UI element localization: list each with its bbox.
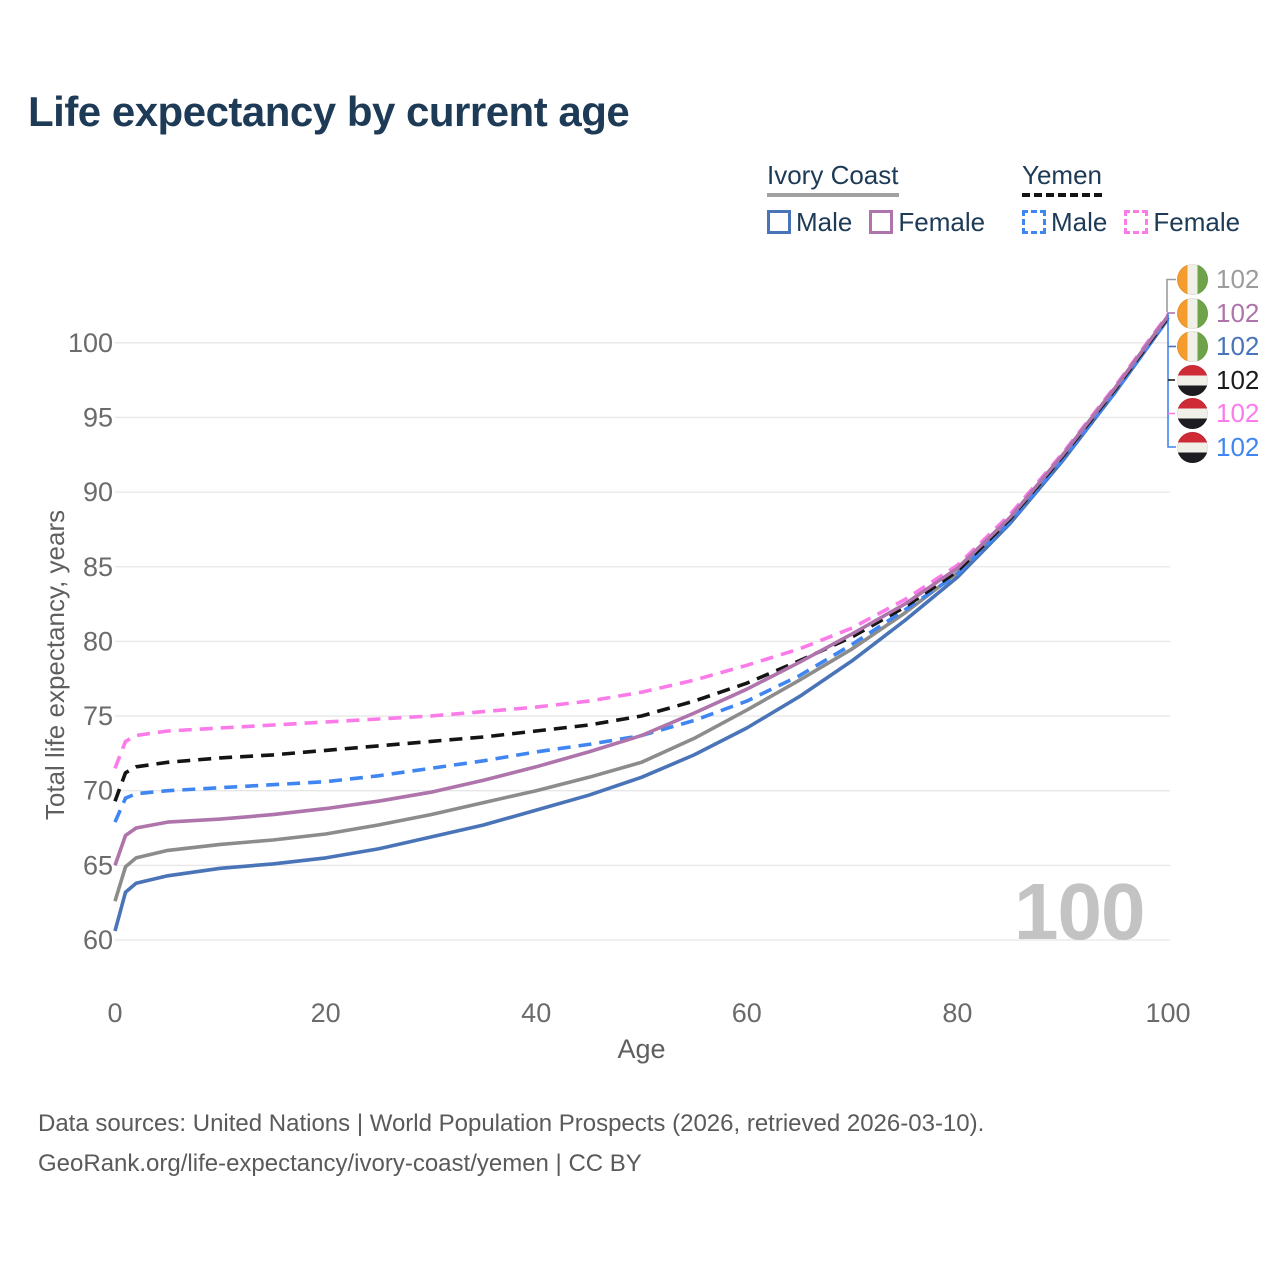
ivory-coast-flag-icon — [1177, 331, 1208, 363]
ivory-coast-flag-icon — [1177, 297, 1208, 329]
x-tick-label-60: 60 — [732, 998, 762, 1028]
connector-yemen-male — [1167, 313, 1176, 448]
legend-group-yemen: Yemen Male Female — [1022, 160, 1240, 236]
end-label-row-yemen-male: 102 — [1177, 431, 1259, 465]
y-axis-title: Total life expectancy, years — [40, 510, 70, 820]
end-value: 102 — [1216, 264, 1260, 295]
line-yemen-total — [113, 316, 1170, 802]
ivory-coast-flag-icon — [1177, 264, 1208, 296]
legend-group-title-yemen: Yemen — [1022, 160, 1102, 197]
y-tick-label-85: 85 — [83, 552, 113, 582]
y-tick-label-60: 60 — [83, 925, 113, 955]
legend-label: Female — [1153, 207, 1241, 237]
y-tick-label-70: 70 — [83, 776, 113, 806]
attribution-text: GeoRank.org/life-expectancy/ivory-coast/… — [38, 1150, 642, 1177]
y-tick-label-80: 80 — [83, 626, 113, 656]
yemen-flag-icon — [1177, 431, 1208, 463]
legend-item-ivory-coast-female[interactable]: Female — [869, 208, 985, 236]
legend-group-ivory-coast: Ivory Coast Male Female — [767, 160, 985, 236]
life-expectancy-line-chart: 60 65 70 75 80 85 90 95 100 0 20 40 60 80 100 Age Total … — [40, 278, 1191, 1064]
age-frame-watermark: 100 — [1014, 867, 1145, 956]
legend-group-title-ivory-coast: Ivory Coast — [767, 160, 899, 197]
line-ivory-coast-female — [113, 314, 1170, 866]
legend-items-yemen: Male Female — [1022, 208, 1240, 236]
legend-swatch-yemen-female — [1124, 210, 1149, 234]
y-tick-label-75: 75 — [83, 701, 113, 731]
connector-ivory-coast-total — [1166, 278, 1176, 312]
end-label-row-yemen-total: 102 — [1177, 364, 1259, 398]
x-axis-title: Age — [617, 1034, 665, 1064]
legend-item-yemen-female[interactable]: Female — [1124, 208, 1240, 236]
legend-items-ivory-coast: Male Female — [767, 208, 985, 236]
legend-label: Male — [1051, 207, 1108, 237]
y-tick-label-95: 95 — [83, 402, 113, 432]
legend-swatch-ivory-coast-male — [767, 210, 791, 234]
legend-item-yemen-male[interactable]: Male — [1022, 208, 1107, 236]
end-label-row-ivory-coast-male: 102 — [1177, 330, 1259, 364]
end-value: 102 — [1216, 331, 1260, 362]
line-yemen-female — [113, 313, 1170, 769]
end-label-row-yemen-female: 102 — [1177, 397, 1259, 431]
y-tick-label-100: 100 — [68, 328, 113, 358]
x-tick-label-80: 80 — [942, 998, 972, 1028]
legend-swatch-yemen-male — [1022, 210, 1046, 234]
legend-label: Male — [796, 207, 853, 237]
line-yemen-male — [113, 317, 1170, 823]
end-value: 102 — [1216, 364, 1260, 395]
x-tick-label-0: 0 — [107, 998, 122, 1028]
legend-label: Female — [898, 207, 986, 237]
data-sources-text: Data sources: United Nations | World Pop… — [38, 1110, 985, 1137]
x-tick-label-40: 40 — [521, 998, 551, 1028]
yemen-flag-icon — [1177, 398, 1208, 430]
end-value: 102 — [1216, 297, 1260, 328]
page-title: Life expectancy by current age — [28, 88, 630, 135]
end-label-row-ivory-coast-female: 102 — [1177, 297, 1259, 331]
yemen-flag-icon — [1177, 364, 1208, 396]
legend-item-ivory-coast-male[interactable]: Male — [767, 208, 852, 236]
end-value: 102 — [1216, 431, 1260, 462]
footer: Data sources: United Nations | World Pop… — [38, 1104, 984, 1184]
y-tick-label-65: 65 — [83, 850, 113, 880]
legend-swatch-ivory-coast-female — [869, 210, 894, 234]
x-tick-label-100: 100 — [1145, 998, 1190, 1028]
end-value: 102 — [1216, 398, 1260, 429]
end-value-labels: 102 102 102 102 102 102 — [1177, 263, 1259, 464]
end-label-row-ivory-coast-total: 102 — [1177, 263, 1259, 297]
y-tick-label-90: 90 — [83, 477, 113, 507]
x-tick-label-20: 20 — [311, 998, 341, 1028]
